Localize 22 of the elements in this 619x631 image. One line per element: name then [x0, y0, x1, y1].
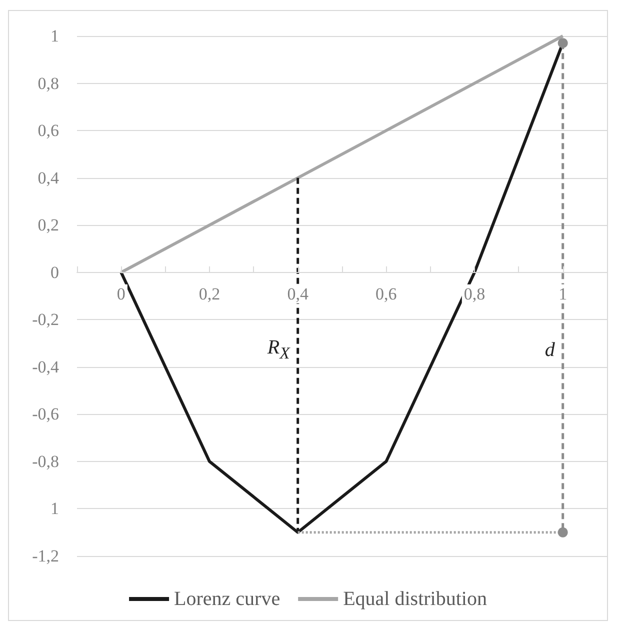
x-tick-label: 0,8 — [464, 284, 486, 304]
legend-label: Lorenz curve — [174, 588, 280, 610]
x-tick-label: 0,4 — [287, 284, 309, 304]
annotation: R$_{X}$ — [267, 337, 290, 364]
y-tick-label: -0,6 — [32, 404, 59, 424]
annotation: d — [544, 339, 555, 362]
y-tick-label: 0,8 — [38, 74, 59, 93]
x-tick-label: 0,2 — [198, 284, 220, 304]
x-tick-label: 0 — [116, 284, 126, 304]
x-tick-label: 0,6 — [376, 284, 397, 304]
x-tick-label: 1 — [558, 284, 568, 304]
legend-label: Equal distribution — [343, 588, 487, 610]
y-tick-label: -0,4 — [32, 357, 60, 376]
y-tick-label: -1,2 — [32, 546, 59, 566]
y-tick-label: -0,2 — [32, 310, 59, 330]
y-tick-label: 0 — [50, 262, 59, 282]
y-tick-label: 0,6 — [38, 121, 59, 140]
y-tick-label: 1 — [50, 499, 59, 518]
y-tick-label: 0,2 — [38, 216, 59, 235]
y-tick-label: -0,8 — [32, 452, 59, 471]
y-tick-label: 1 — [50, 26, 59, 46]
y-tick-label: 0,4 — [38, 168, 60, 188]
